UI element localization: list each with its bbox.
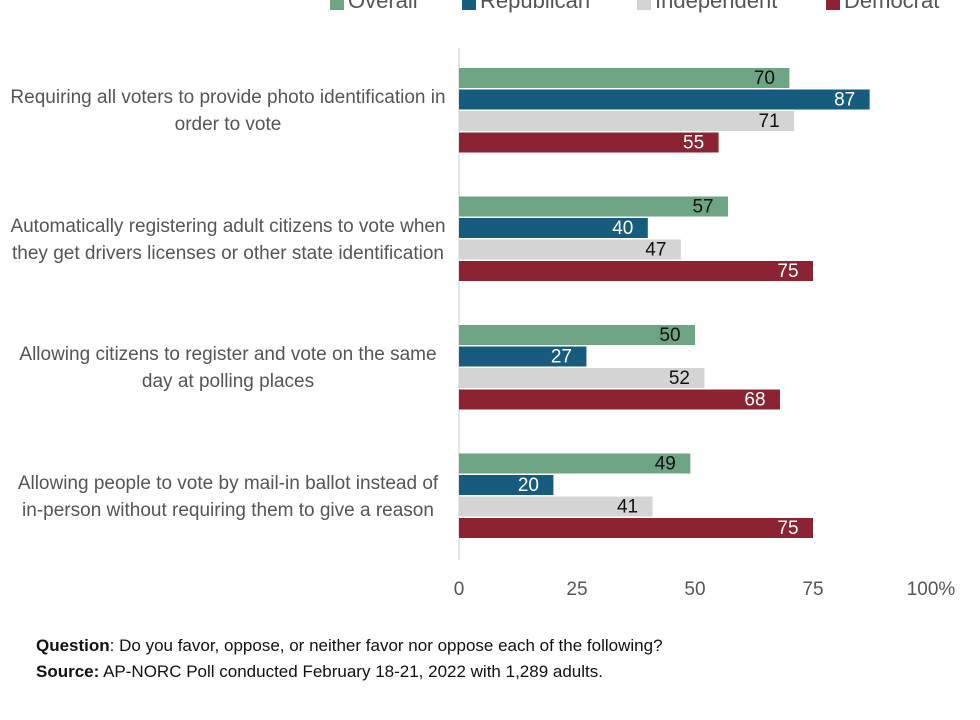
value-label: 68 [744,390,765,411]
bar [459,239,681,260]
legend-swatch [462,0,476,10]
x-tick-label: 50 [684,579,705,600]
bar [459,261,813,281]
bar [459,68,790,88]
question-text: : Do you favor, oppose, or neither favor… [109,636,663,655]
category-label: Allowing people to vote by mail-in ballo… [17,472,439,521]
legend-label: Republican [480,0,590,13]
question-note: Question: Do you favor, oppose, or neith… [36,636,663,656]
legend-swatch [826,0,840,10]
value-label: 75 [777,518,798,539]
bar [459,132,719,153]
bar [459,475,554,495]
bar [459,518,813,538]
x-tick-label: 0 [454,579,465,600]
legend-label: Independent [655,0,777,13]
value-label: 71 [759,111,780,132]
legend-swatch [330,0,344,10]
value-label: 75 [777,261,798,282]
value-label: 41 [617,497,638,518]
category-label: Automatically registering adult citizens… [10,215,446,264]
bar [459,89,870,110]
bar [459,453,691,474]
bar [459,368,705,388]
source-note: Source: AP-NORC Poll conducted February … [36,662,603,682]
value-label: 49 [655,454,676,475]
value-label: 70 [754,68,775,89]
legend-swatch [637,0,651,10]
source-text: AP-NORC Poll conducted February 18-21, 2… [99,662,603,681]
question-label: Question [36,636,110,655]
value-label: 27 [551,347,572,368]
bar [459,389,780,410]
value-label: 57 [692,197,713,218]
legend-label: Overall [348,0,418,13]
x-tick-label: 75 [802,579,823,600]
x-tick-label: 25 [566,579,587,600]
bar [459,346,587,367]
bar [459,325,695,345]
x-tick-label: 100% [907,579,956,600]
bar [459,196,729,217]
value-label: 52 [669,368,690,389]
value-label: 50 [659,325,680,346]
bar [459,496,653,517]
category-label: Allowing citizens to register and vote o… [19,344,437,392]
value-label: 40 [612,218,633,239]
source-label: Source: [36,662,100,681]
legend-label: Democrat [844,0,939,13]
category-label: Requiring all voters to provide photo id… [10,87,446,135]
value-label: 55 [683,133,704,154]
bar [459,218,648,238]
value-label: 47 [645,240,666,261]
value-label: 20 [518,475,539,496]
value-label: 87 [834,90,855,111]
bar [459,111,795,131]
